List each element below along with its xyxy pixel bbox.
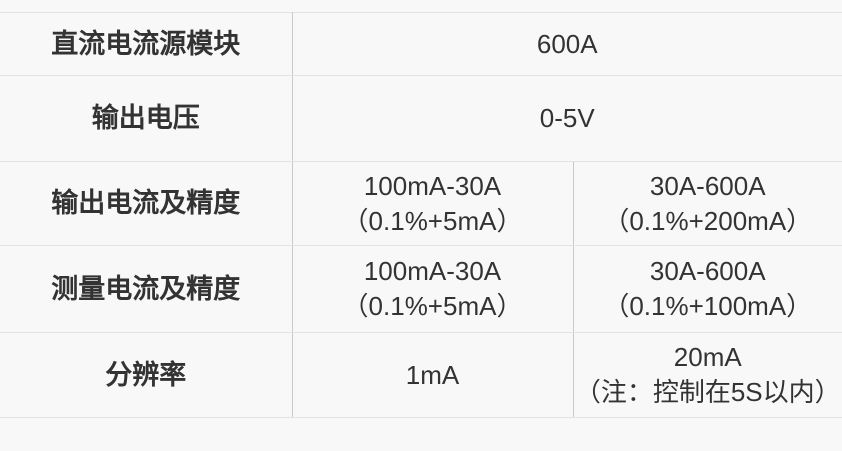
range-text: 30A-600A [574, 254, 842, 289]
table-row-module: 直流电流源模块 600A [0, 13, 842, 76]
table-row-measure-current-accuracy: 测量电流及精度 100mA-30A （0.1%+5mA） 30A-600A （0… [0, 246, 842, 333]
row-label-output-current-accuracy: 输出电流及精度 [0, 162, 292, 246]
row-label-module: 直流电流源模块 [0, 13, 292, 76]
range-text: 30A-600A [574, 169, 842, 204]
row-label-output-voltage: 输出电压 [0, 76, 292, 162]
spec-table: 直流电流源模块 600A 输出电压 0-5V 输出电流及精度 100mA-30A… [0, 12, 842, 418]
resolution-note: （注：控制在5S以内） [574, 375, 842, 410]
accuracy-text: （0.1%+100mA） [574, 289, 842, 324]
resolution-value: 20mA [574, 340, 842, 375]
accuracy-text: （0.1%+200mA） [574, 204, 842, 239]
table-row-resolution: 分辨率 1mA 20mA （注：控制在5S以内） [0, 333, 842, 418]
row-label-measure-current-accuracy: 测量电流及精度 [0, 246, 292, 333]
value-resolution-low-range: 1mA [292, 333, 573, 418]
accuracy-text: （0.1%+5mA） [293, 289, 573, 324]
table-row-output-current-accuracy: 输出电流及精度 100mA-30A （0.1%+5mA） 30A-600A （0… [0, 162, 842, 246]
table-row-output-voltage: 输出电压 0-5V [0, 76, 842, 162]
value-output-current-low-range: 100mA-30A （0.1%+5mA） [292, 162, 573, 246]
range-text: 100mA-30A [293, 254, 573, 289]
row-label-resolution: 分辨率 [0, 333, 292, 418]
value-measure-current-low-range: 100mA-30A （0.1%+5mA） [292, 246, 573, 333]
value-output-voltage: 0-5V [292, 76, 842, 162]
accuracy-text: （0.1%+5mA） [293, 204, 573, 239]
value-measure-current-high-range: 30A-600A （0.1%+100mA） [573, 246, 842, 333]
value-output-current-high-range: 30A-600A （0.1%+200mA） [573, 162, 842, 246]
range-text: 100mA-30A [293, 169, 573, 204]
value-module-current: 600A [292, 13, 842, 76]
value-resolution-high-range: 20mA （注：控制在5S以内） [573, 333, 842, 418]
